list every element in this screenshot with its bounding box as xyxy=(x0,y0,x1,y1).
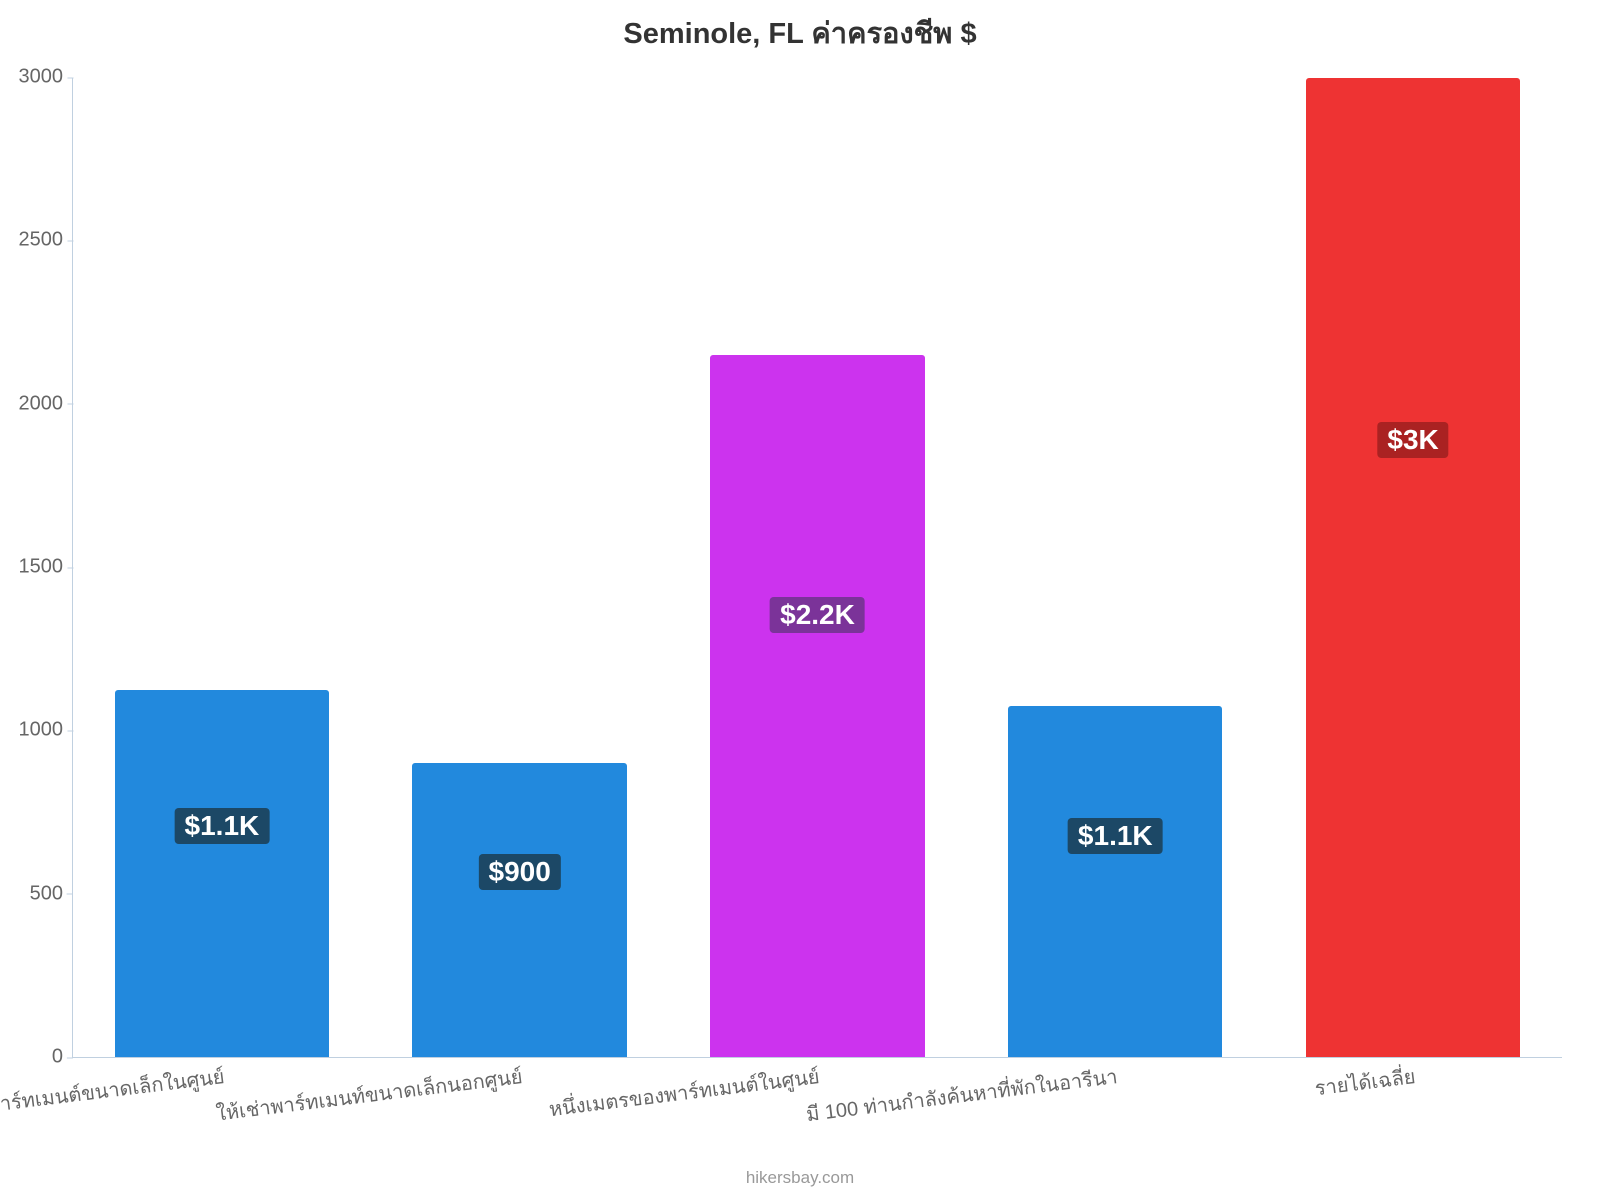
y-tick-label: 500 xyxy=(30,882,73,905)
bar-value-label: $1.1K xyxy=(175,808,270,844)
bar: $900 xyxy=(412,763,626,1057)
bar: $1.1K xyxy=(1008,706,1222,1057)
bar-value-label: $3K xyxy=(1377,422,1448,458)
credits-text: hikersbay.com xyxy=(0,1168,1600,1188)
bar: $2.2K xyxy=(710,355,924,1057)
x-label-slot: รายได้เฉลี่ย xyxy=(1264,1057,1562,1147)
y-tick-label: 0 xyxy=(52,1046,73,1069)
bar-slot: $1.1K xyxy=(73,78,371,1057)
y-tick-label: 1000 xyxy=(19,719,74,742)
x-axis-labels: ให้เช่าพาร์ทเมนต์ขนาดเล็กในศูนย์ให้เช่าพ… xyxy=(73,1057,1562,1147)
bar: $1.1K xyxy=(115,690,329,1057)
chart-container: Seminole, FL ค่าครองชีพ $ $1.1K $900 $2.2K… xyxy=(0,0,1600,1200)
bars-group: $1.1K $900 $2.2K $1.1K $3K xyxy=(73,78,1562,1057)
y-tick-label: 2000 xyxy=(19,392,74,415)
bar: $3K xyxy=(1306,78,1520,1057)
bar-value-label: $1.1K xyxy=(1068,818,1163,854)
bar-value-label: $2.2K xyxy=(770,597,865,633)
bar-slot: $3K xyxy=(1264,78,1562,1057)
plot-area: $1.1K$900$2.2K$1.1K$3K ให้เช่าพาร์ทเมนต์… xyxy=(72,78,1562,1058)
y-tick-label: 3000 xyxy=(19,66,74,89)
bar-slot: $900 xyxy=(371,78,669,1057)
x-label-slot: มี 100 ท่านกำลังค้นหาที่พักในอารีนา xyxy=(966,1057,1264,1147)
chart-title: Seminole, FL ค่าครองชีพ $ xyxy=(20,10,1580,56)
bar-value-label: $900 xyxy=(479,854,561,890)
bar-slot: $2.2K xyxy=(669,78,967,1057)
y-tick-label: 1500 xyxy=(19,556,74,579)
bar-slot: $1.1K xyxy=(966,78,1264,1057)
y-tick-label: 2500 xyxy=(19,229,74,252)
